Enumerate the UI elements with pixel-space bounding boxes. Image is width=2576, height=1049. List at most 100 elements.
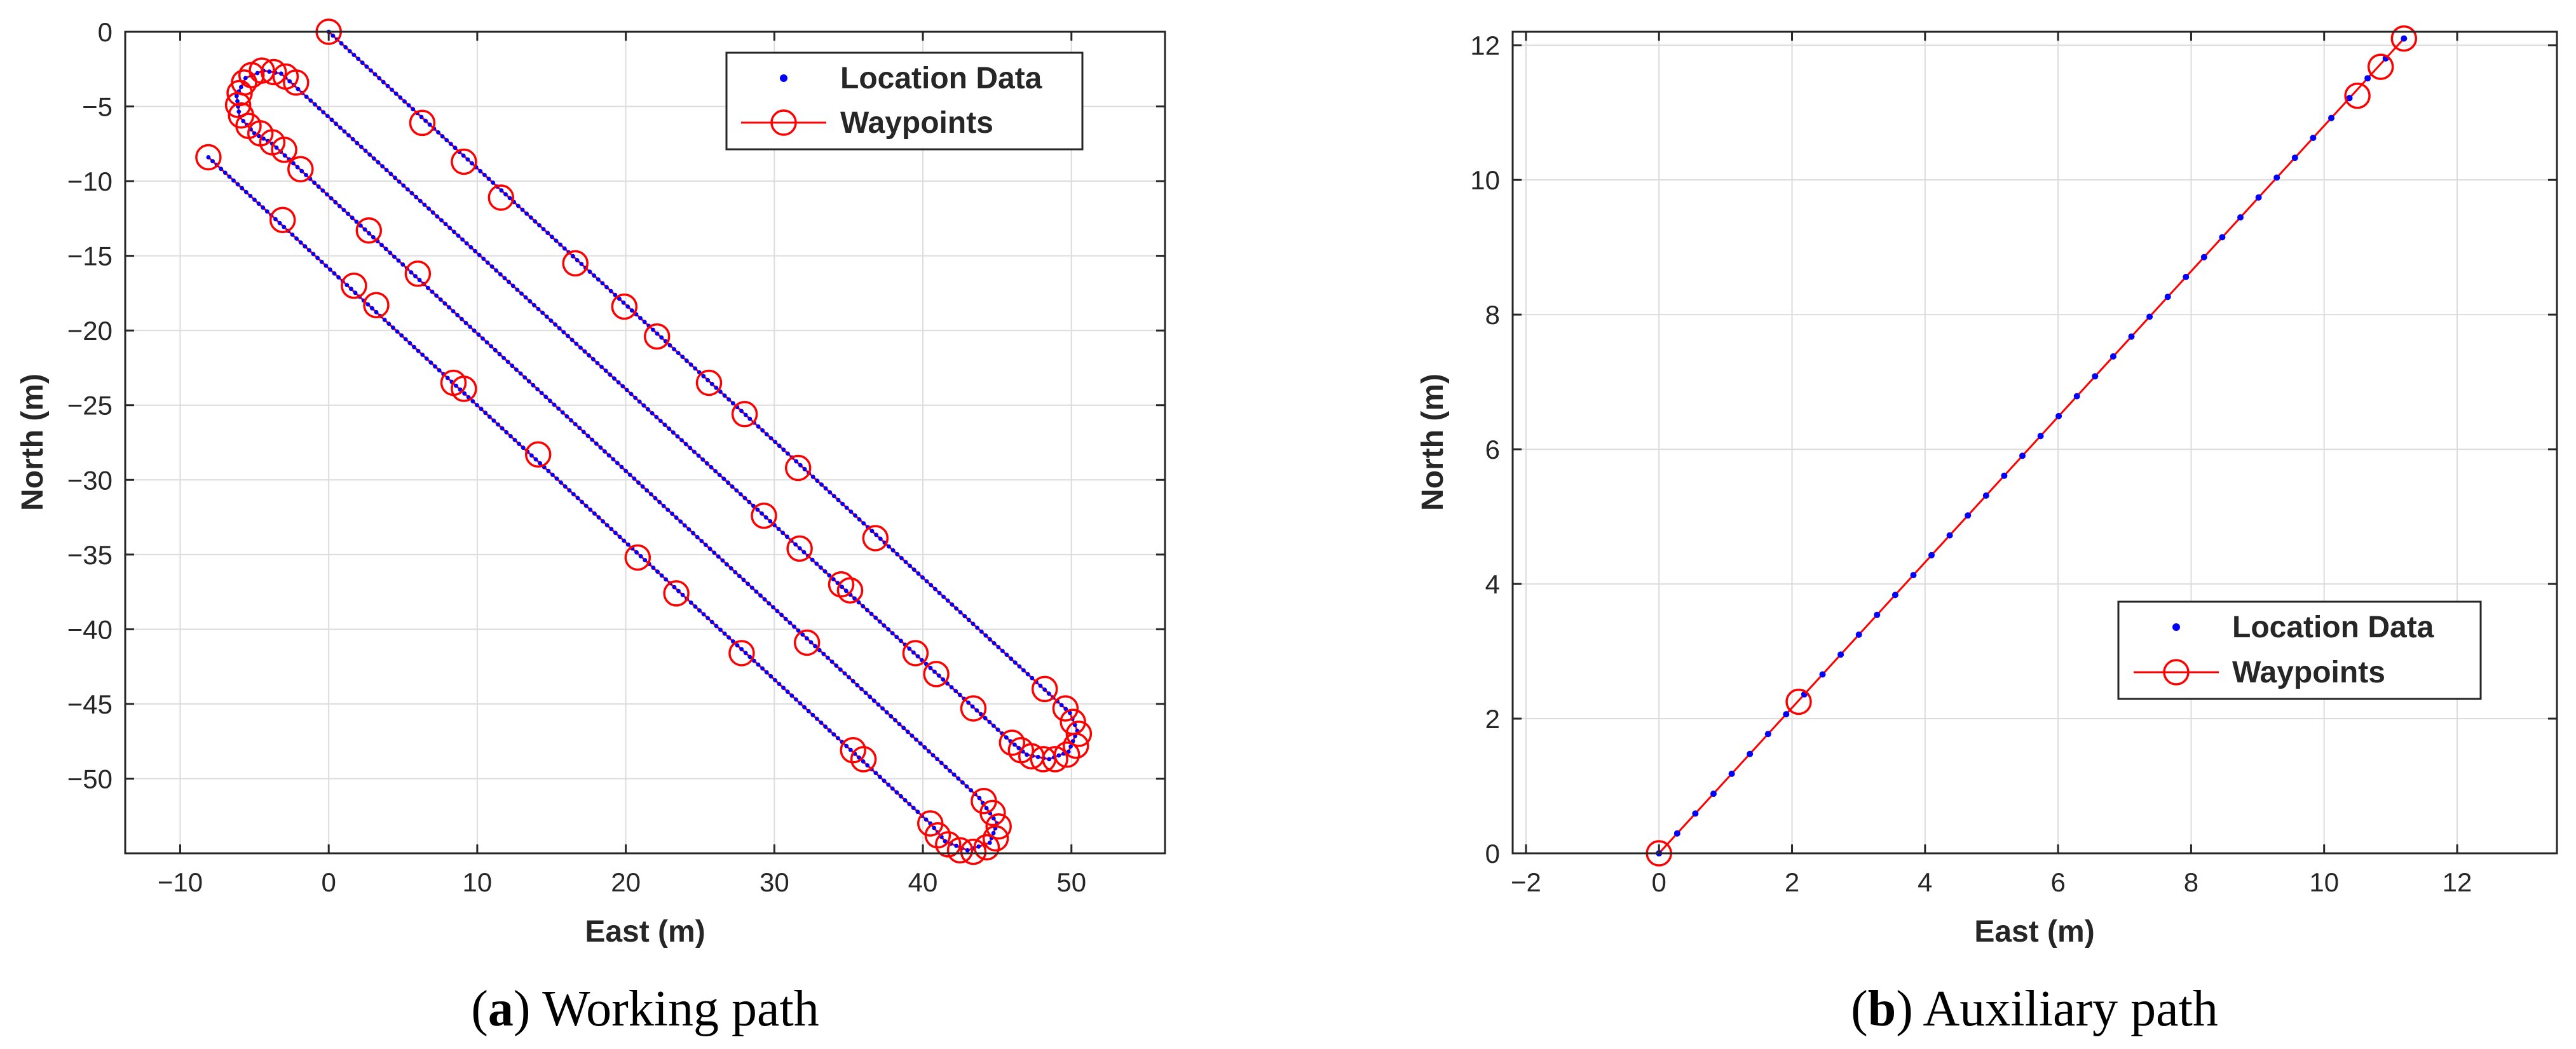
- location-data-point: [503, 192, 508, 197]
- location-data-point: [481, 257, 486, 261]
- caption-a-text: Working path: [542, 981, 819, 1037]
- location-data-point: [2310, 135, 2317, 141]
- waypoint-marker: [562, 250, 589, 277]
- location-data-point: [901, 726, 906, 731]
- location-data-point: [582, 430, 586, 435]
- location-data-point: [227, 174, 232, 179]
- legend-box: [725, 51, 1084, 151]
- location-data-point: [562, 484, 568, 489]
- location-data-point: [924, 579, 929, 584]
- location-data-point: [504, 430, 509, 435]
- location-data-point: [585, 433, 590, 438]
- location-data-point: [422, 203, 427, 207]
- location-data-point: [828, 490, 833, 495]
- location-data-point: [1783, 711, 1790, 718]
- location-data-point: [760, 666, 765, 671]
- location-data-point: [592, 273, 596, 278]
- location-data-point: [243, 76, 248, 81]
- location-data-point: [436, 130, 440, 135]
- location-data-point: [609, 527, 614, 532]
- location-data-point: [536, 307, 541, 311]
- location-data-point: [424, 356, 429, 361]
- location-data-point: [307, 248, 311, 253]
- location-data-point: [868, 694, 873, 700]
- location-data-point: [332, 271, 337, 276]
- location-data-point: [1012, 660, 1018, 665]
- location-data-point: [510, 363, 515, 369]
- waypoint-marker: [1030, 746, 1057, 773]
- location-data-point: [463, 320, 468, 325]
- location-data-point: [241, 119, 246, 123]
- location-data-point: [948, 768, 952, 773]
- location-data-point: [583, 503, 589, 508]
- location-data-point: [1046, 691, 1051, 696]
- location-data-point: [554, 477, 559, 481]
- location-data-point: [709, 465, 714, 470]
- location-data-point: [953, 689, 958, 694]
- location-data-point: [437, 368, 442, 373]
- location-data-point: [827, 573, 832, 578]
- waypoint-marker: [238, 62, 265, 88]
- location-data-point: [486, 261, 490, 265]
- location-data-point: [603, 449, 607, 454]
- location-data-point: [794, 459, 799, 464]
- caption-b-label: b: [1868, 981, 1897, 1037]
- location-data-point: [236, 109, 242, 114]
- waypoint-marker: [269, 206, 296, 233]
- location-data-point: [699, 539, 704, 543]
- location-data-point: [556, 406, 561, 411]
- location-data-point: [462, 391, 467, 396]
- location-data-point: [697, 608, 702, 613]
- location-data-point: [758, 593, 763, 598]
- x-tick-label: −10: [158, 867, 203, 897]
- location-data-point: [493, 348, 498, 353]
- location-data-point: [579, 262, 584, 266]
- x-tick-label: 2: [1785, 867, 1799, 897]
- location-data-point: [274, 146, 279, 150]
- location-data-point: [810, 712, 815, 717]
- location-data-point: [650, 411, 655, 416]
- location-data-point: [707, 546, 712, 552]
- location-data-point: [638, 554, 643, 558]
- location-data-point: [1819, 671, 1826, 678]
- legend-location-label: Location Data: [2232, 611, 2434, 644]
- location-data-point: [903, 798, 908, 802]
- location-data-point: [876, 702, 881, 707]
- location-data-point: [674, 515, 679, 520]
- location-data-point: [714, 386, 719, 390]
- plot-frame: [1511, 30, 2558, 855]
- location-data-point: [548, 398, 552, 403]
- location-data-point: [781, 447, 786, 452]
- waypoint-marker: [2367, 53, 2394, 80]
- location-data-point: [393, 91, 399, 96]
- location-data-point: [633, 395, 637, 400]
- location-data-point: [693, 366, 698, 371]
- location-data-point: [2346, 95, 2353, 102]
- location-data-point: [831, 577, 836, 581]
- location-data-point: [428, 360, 433, 365]
- location-data-point: [454, 383, 458, 388]
- location-data-point: [316, 184, 321, 189]
- location-data-point: [823, 724, 828, 729]
- location-data-point: [2219, 234, 2226, 241]
- location-data-point: [2109, 353, 2116, 360]
- location-data-point: [613, 531, 618, 536]
- location-data-point: [777, 443, 782, 449]
- waypoint-path-line: [1658, 37, 2405, 855]
- legend-location-marker: [780, 74, 787, 82]
- location-data-point: [720, 558, 725, 563]
- location-data-point: [526, 379, 531, 384]
- location-data-point: [792, 624, 796, 629]
- location-data-point: [739, 647, 744, 652]
- location-data-point: [665, 508, 671, 512]
- location-data-point: [726, 635, 732, 640]
- location-data-point: [407, 341, 412, 346]
- location-data-point: [273, 217, 278, 222]
- location-data-point: [571, 254, 575, 259]
- location-data-point: [545, 231, 550, 236]
- waypoint-marker: [1052, 695, 1079, 722]
- x-tick-label: 0: [322, 867, 336, 897]
- location-data-point: [444, 138, 449, 142]
- location-data-point: [388, 172, 393, 177]
- location-data-point: [470, 161, 474, 166]
